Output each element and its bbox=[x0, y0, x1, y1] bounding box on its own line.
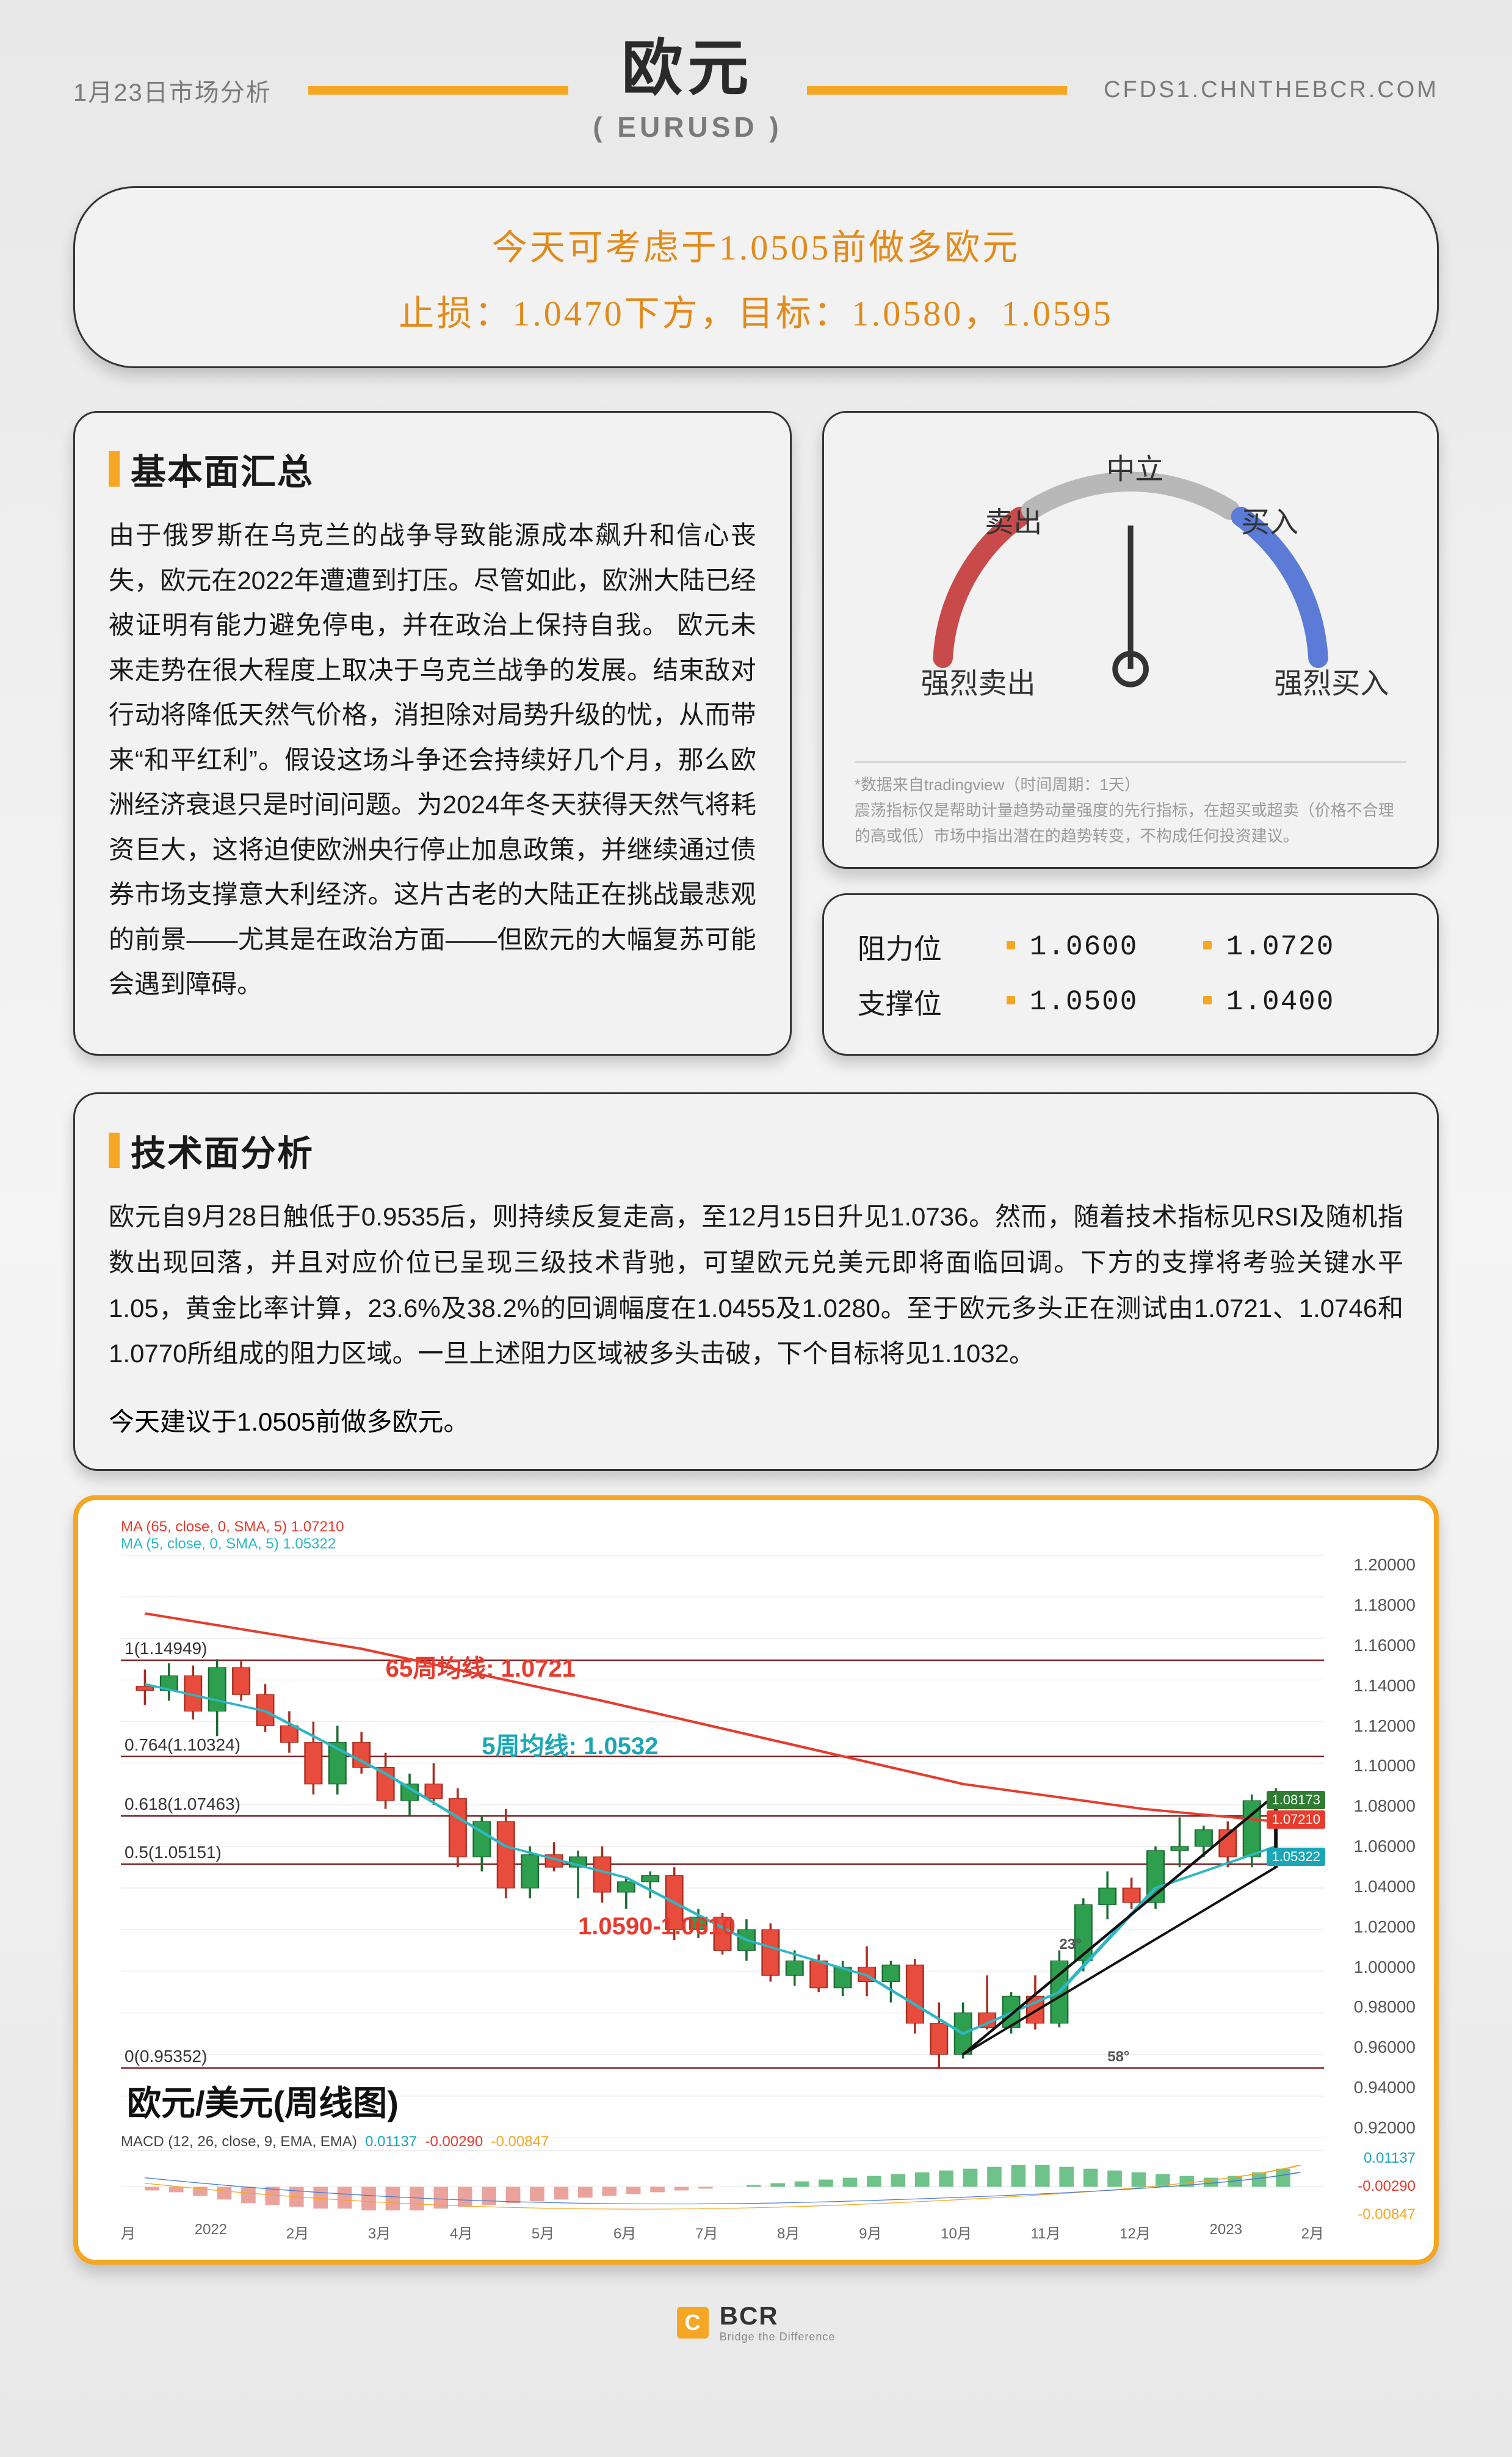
technical-today: 今天建议于1.0505前做多欧元。 bbox=[109, 1401, 1403, 1439]
price-axis: 1.200001.180001.160001.140001.120001.100… bbox=[1330, 1555, 1416, 2138]
footer-text: BCR Bridge the Difference bbox=[720, 2301, 836, 2343]
footer-logo: C BCR Bridge the Difference bbox=[677, 2301, 836, 2343]
support-row: 支撑位 1.0500 1.0400 bbox=[858, 974, 1403, 1029]
fundamental-header: 基本面汇总 bbox=[109, 443, 756, 495]
chart-card: MA (65, close, 0, SMA, 5) 1.07210 MA (5,… bbox=[73, 1495, 1439, 2265]
technical-title: 技术面分析 bbox=[131, 1125, 314, 1176]
dot-icon bbox=[1007, 996, 1015, 1004]
svg-text:中立: 中立 bbox=[1106, 453, 1163, 485]
date-axis: 月20222月3月4月5月6月7月8月9月10月11月12月20232月 bbox=[121, 2221, 1324, 2243]
macd-label: MACD (12, 26, close, 9, EMA, EMA) 0.0113… bbox=[121, 2133, 549, 2150]
resistance-1: 1.0600 bbox=[1030, 931, 1188, 963]
footer-tagline: Bridge the Difference bbox=[720, 2331, 836, 2343]
page-title: 欧元 bbox=[593, 18, 782, 107]
rule-left bbox=[308, 86, 568, 95]
svg-text:卖出: 卖出 bbox=[985, 506, 1042, 539]
fundamental-body: 由于俄罗斯在乌克兰的战争导致能源成本飙升和信心丧失，欧元在2022年遭遭到打压。… bbox=[109, 513, 756, 1007]
footer-name: BCR bbox=[720, 2301, 836, 2331]
footer: C BCR Bridge the Difference bbox=[0, 2265, 1512, 2368]
ma5-label: MA (5, close, 0, SMA, 5) 1.05322 bbox=[121, 1536, 336, 1552]
support-2: 1.0400 bbox=[1226, 986, 1385, 1018]
page-subtitle: ( EURUSD ) bbox=[593, 111, 782, 143]
gauge-note-2: 震荡指标仅是帮助计量趋势动量强度的先行指标，在超买或超卖（价格不合理的高或低）市… bbox=[855, 798, 1406, 849]
chart-title: 欧元/美元(周线图) bbox=[127, 2076, 399, 2125]
accent-bar-icon bbox=[109, 1133, 120, 1168]
macd-area: MACD (12, 26, close, 9, EMA, EMA) 0.0113… bbox=[121, 2150, 1324, 2223]
resistance-2: 1.0720 bbox=[1226, 931, 1385, 963]
dot-icon bbox=[1007, 941, 1015, 949]
support-label: 支撑位 bbox=[858, 982, 992, 1022]
levels-card: 阻力位 1.0600 1.0720 支撑位 1.0500 1.0400 bbox=[822, 893, 1439, 1056]
svg-text:买入: 买入 bbox=[1241, 506, 1298, 539]
dot-icon bbox=[1203, 941, 1212, 949]
reco-line2: 止损：1.0470下方，目标：1.0580，1.0595 bbox=[99, 285, 1413, 336]
header-bar: 1月23日市场分析 欧元 ( EURUSD ) CFDS1.CHNTHEBCR.… bbox=[0, 0, 1512, 143]
svg-text:强烈卖出: 强烈卖出 bbox=[921, 667, 1035, 700]
technical-body: 欧元自9月28日触低于0.9535后，则持续反复走高，至12月15日升见1.07… bbox=[109, 1194, 1403, 1377]
site-url: CFDS1.CHNTHEBCR.COM bbox=[1104, 77, 1439, 103]
fundamental-title: 基本面汇总 bbox=[131, 443, 314, 495]
technical-card: 技术面分析 欧元自9月28日触低于0.9535后，则持续反复走高，至12月15日… bbox=[73, 1092, 1439, 1471]
gauge-svg: 强烈卖出 卖出 中立 买入 强烈买入 bbox=[855, 437, 1406, 746]
right-column: 强烈卖出 卖出 中立 买入 强烈买入 *数据来自tradingview（时间周期… bbox=[822, 411, 1439, 1056]
date-label: 1月23日市场分析 bbox=[73, 73, 272, 108]
gauge-note: *数据来自tradingview（时间周期：1天） 震荡指标仅是帮助计量趋势动量… bbox=[855, 761, 1406, 849]
gauge-note-1: *数据来自tradingview（时间周期：1天） bbox=[855, 772, 1406, 798]
row-fundamental-gauge: 基本面汇总 由于俄罗斯在乌克兰的战争导致能源成本飙升和信心丧失，欧元在2022年… bbox=[73, 411, 1439, 1056]
chart-ma-header: MA (65, close, 0, SMA, 5) 1.07210 MA (5,… bbox=[121, 1519, 344, 1553]
plot-svg bbox=[121, 1555, 1324, 2138]
resistance-row: 阻力位 1.0600 1.0720 bbox=[858, 920, 1403, 974]
technical-header: 技术面分析 bbox=[109, 1125, 1403, 1176]
title-block: 欧元 ( EURUSD ) bbox=[593, 18, 782, 143]
recommendation-card: 今天可考虑于1.0505前做多欧元 止损：1.0470下方，目标：1.0580，… bbox=[73, 186, 1439, 368]
plot-region: 1(1.14949)0.764(1.10324)0.618(1.07463)0.… bbox=[121, 1555, 1324, 2138]
resistance-label: 阻力位 bbox=[858, 927, 992, 967]
gauge-card: 强烈卖出 卖出 中立 买入 强烈买入 *数据来自tradingview（时间周期… bbox=[822, 411, 1439, 869]
fundamental-card: 基本面汇总 由于俄罗斯在乌克兰的战争导致能源成本飙升和信心丧失，欧元在2022年… bbox=[73, 411, 792, 1056]
accent-bar-icon bbox=[109, 451, 120, 487]
support-1: 1.0500 bbox=[1030, 986, 1188, 1018]
rule-right bbox=[807, 86, 1067, 95]
reco-line1: 今天可考虑于1.0505前做多欧元 bbox=[99, 219, 1413, 270]
footer-logo-icon: C bbox=[677, 2307, 709, 2339]
dot-icon bbox=[1203, 996, 1212, 1004]
macd-axis: 0.01137-0.00290-0.00847 bbox=[1330, 2150, 1416, 2223]
chart-area: MA (65, close, 0, SMA, 5) 1.07210 MA (5,… bbox=[96, 1519, 1416, 2248]
ma65-label: MA (65, close, 0, SMA, 5) 1.07210 bbox=[121, 1519, 344, 1535]
svg-text:强烈买入: 强烈买入 bbox=[1274, 667, 1389, 700]
